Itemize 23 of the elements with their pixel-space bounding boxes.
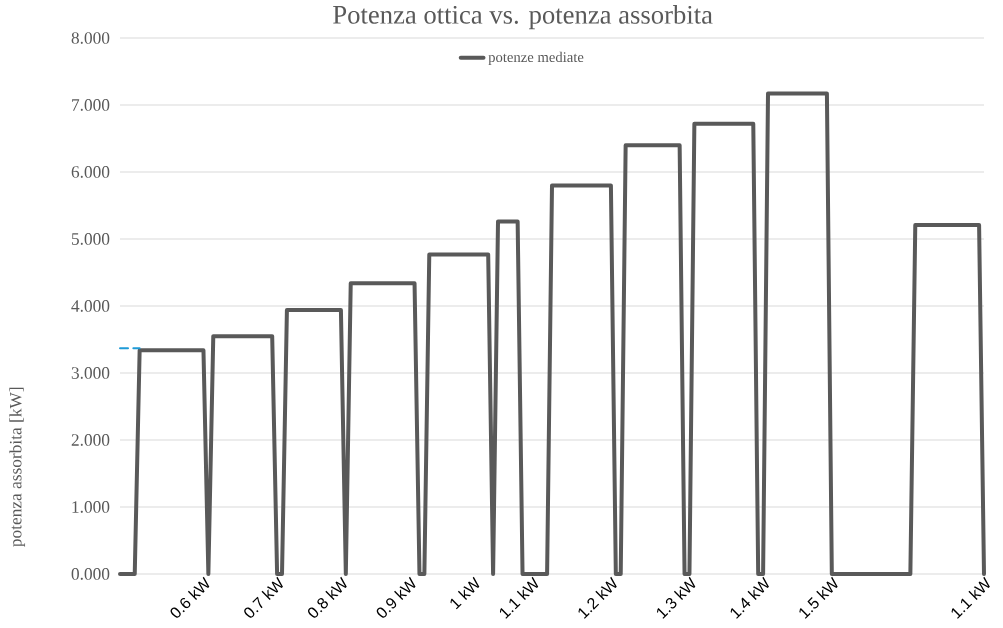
y-tick-label: 2.000 <box>71 434 110 446</box>
y-axis-title: potenza assorbita [kW] <box>9 387 26 547</box>
x-tick-label: 1.1 kW <box>499 576 539 619</box>
x-tick-label: 1.3 kW <box>657 576 696 619</box>
y-tick-label: 8.000 <box>71 32 110 44</box>
x-tick-label: 0.6 kW <box>170 576 210 618</box>
y-tick-label: 6.000 <box>71 166 110 178</box>
x-tick-label: 1 kW <box>450 576 480 610</box>
x-tick-label: 0.8 kW <box>308 576 347 618</box>
x-tick-label: 0.9 kW <box>376 576 416 618</box>
y-tick-label: 3.000 <box>71 367 110 379</box>
y-tick-label: 0.000 <box>71 568 110 580</box>
legend-label: potenze mediate <box>488 51 584 66</box>
y-tick-label: 4.000 <box>71 300 110 312</box>
chart-title: Potenza ottica vs. potenza assorbita <box>333 5 713 30</box>
y-tick-label: 7.000 <box>72 99 110 111</box>
x-tick-label: 1.1 kW <box>951 576 990 619</box>
y-tick-label: 1.000 <box>72 501 110 513</box>
x-tick-label: 1.5 kW <box>799 576 838 619</box>
x-tick-label: 1.4 kW <box>730 576 769 619</box>
x-tick-label: 1.2 kW <box>578 576 617 619</box>
y-tick-label: 5.000 <box>71 233 110 245</box>
x-tick-label: 0.7 kW <box>244 576 283 618</box>
